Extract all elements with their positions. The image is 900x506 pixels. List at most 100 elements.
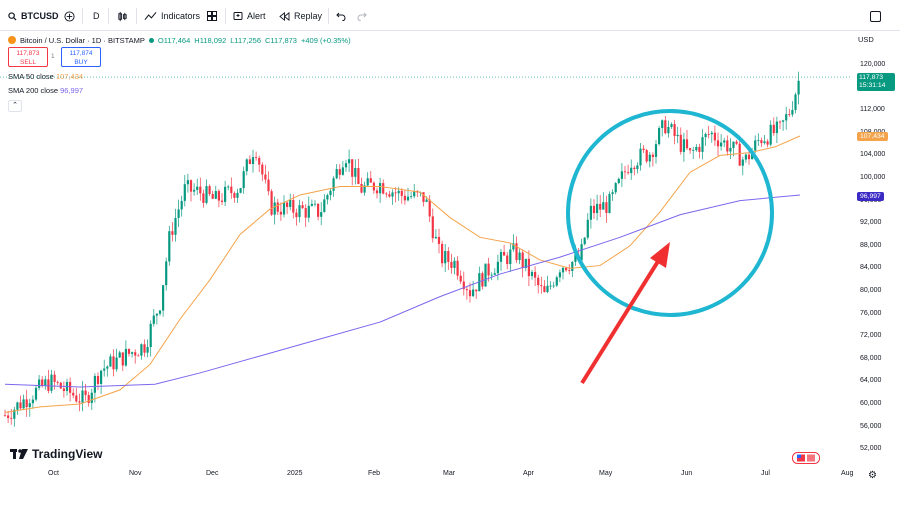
sma200-legend[interactable]: SMA 200 close 96,997 <box>8 86 83 95</box>
candle-body <box>552 285 555 287</box>
candle-body <box>112 356 115 370</box>
indicators-button[interactable]: Indicators <box>144 7 200 25</box>
price-tick: 76,000 <box>860 309 882 317</box>
buy-button[interactable]: 117,874 BUY <box>61 47 101 67</box>
interval-button[interactable]: D <box>93 7 100 25</box>
candle-body <box>453 260 456 268</box>
time-tick: 2025 <box>287 470 303 477</box>
candle-body <box>537 277 540 286</box>
candle-body <box>341 167 344 175</box>
candle-body <box>10 417 13 419</box>
annotation-arrowhead <box>650 242 670 268</box>
candle-body <box>617 178 620 184</box>
candle-body <box>670 124 673 127</box>
time-tick: Mar <box>443 470 456 477</box>
candle-body <box>462 281 465 290</box>
time-scale[interactable]: Oct Nov Dec 2025 Feb Mar Apr May Jun Jul Aug <box>0 470 853 482</box>
candle-body <box>410 196 413 198</box>
ohlc-high: H118,092 <box>194 35 227 45</box>
symbol-title: Bitcoin / U.S. Dollar · 1D · BITSTAMP <box>20 35 145 45</box>
candle-body <box>379 183 382 194</box>
alert-button[interactable]: Alert <box>233 7 266 25</box>
sma200-price-tag: 96,997 <box>857 192 884 201</box>
candle-body <box>534 271 537 278</box>
settings-gear-icon[interactable]: ⚙ <box>868 470 877 481</box>
candle-body <box>472 289 475 297</box>
sell-button[interactable]: 117,873 SELL <box>8 47 48 67</box>
candle-body <box>527 258 530 277</box>
candle-body <box>763 141 766 144</box>
undo-button[interactable] <box>336 7 346 25</box>
layout-button[interactable] <box>207 7 217 25</box>
time-tick: Jul <box>761 470 770 477</box>
candle-body <box>667 126 670 134</box>
candle-body <box>583 237 586 245</box>
search-icon <box>8 11 17 21</box>
candle-body <box>465 289 468 291</box>
chevron-up-icon: ⌃ <box>12 102 18 109</box>
redo-button[interactable] <box>357 7 367 25</box>
ohlc-change: +409 (+0.35%) <box>300 35 351 45</box>
time-tick: Jun <box>681 470 693 477</box>
candle-body <box>639 148 642 166</box>
candle-body <box>710 132 713 135</box>
candle-body <box>121 352 124 366</box>
candle-body <box>143 344 146 353</box>
buy-price: 117,874 <box>69 50 93 57</box>
chart-type-button[interactable] <box>117 7 128 25</box>
candle-body <box>146 347 149 353</box>
candle-body <box>772 124 775 134</box>
candle-body <box>47 379 50 391</box>
candle-body <box>521 252 524 269</box>
candle-body <box>354 168 357 177</box>
tradingview-logo[interactable]: TradingView <box>10 447 102 461</box>
sell-label: SELL <box>20 59 36 66</box>
fullscreen-button[interactable] <box>870 7 881 25</box>
candle-body <box>258 157 261 165</box>
time-tick: Oct <box>48 470 59 477</box>
candle-body <box>310 203 313 206</box>
us-flag-event-icon[interactable] <box>792 452 820 464</box>
sma50-line[interactable] <box>4 135 801 413</box>
annotation-arrow[interactable] <box>580 253 664 385</box>
symbol-legend-row: Bitcoin / U.S. Dollar · 1D · BITSTAMP O1… <box>8 34 351 46</box>
candle-body <box>450 261 453 268</box>
candle-body <box>434 236 437 239</box>
candle-body <box>286 202 289 207</box>
candle-body <box>543 286 546 293</box>
price-tick: 104,000 <box>860 151 886 159</box>
grid-icon <box>207 11 217 21</box>
interval-label: D <box>93 11 100 21</box>
sma200-label: SMA 200 close <box>8 86 59 95</box>
candle-body <box>165 261 168 286</box>
compare-button[interactable] <box>64 7 75 25</box>
candle-body <box>515 243 518 261</box>
price-tick: 68,000 <box>860 354 882 362</box>
candle-body <box>549 285 552 287</box>
candle-body <box>255 157 258 158</box>
candle-body <box>233 193 236 198</box>
candle-body <box>186 180 189 185</box>
candle-body <box>230 186 233 194</box>
candle-body <box>481 273 484 287</box>
candle-body <box>701 137 704 152</box>
candle-body <box>59 382 62 389</box>
plus-circle-icon <box>64 10 75 22</box>
candle-body <box>351 159 354 177</box>
candle-body <box>239 188 242 193</box>
candle-body <box>757 140 760 141</box>
price-tick: 92,000 <box>860 219 882 227</box>
currency-label[interactable]: USD <box>858 35 874 44</box>
candle-body <box>134 352 137 356</box>
replay-button[interactable]: Replay <box>279 7 322 25</box>
symbol-search[interactable]: BTCUSD <box>8 7 59 25</box>
candle-body <box>441 243 444 264</box>
price-chart[interactable] <box>0 55 850 470</box>
price-scale[interactable]: 120,000116,000112,000108,000104,000100,0… <box>850 55 900 475</box>
candle-body <box>623 171 627 173</box>
legend-collapse-button[interactable]: ⌃ <box>8 100 22 112</box>
sma200-line[interactable] <box>4 194 801 388</box>
brand-label: TradingView <box>32 447 103 461</box>
annotation-circle[interactable] <box>566 109 774 317</box>
sma50-legend[interactable]: SMA 50 close 107,434 <box>8 72 83 81</box>
